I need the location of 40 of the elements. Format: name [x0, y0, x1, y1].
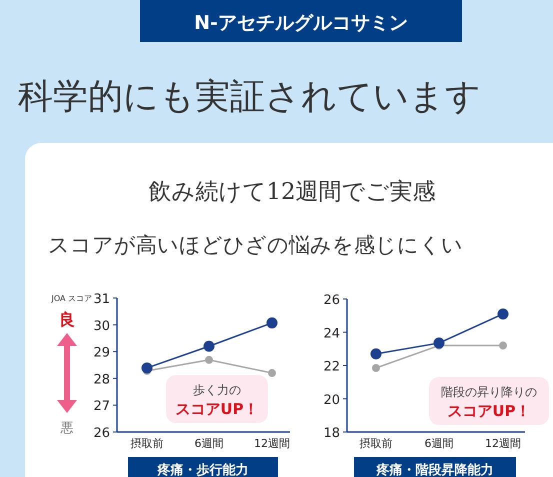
x-tick-label: 6週間 — [194, 437, 224, 450]
text: N-アセチルグルコサミン — [194, 12, 408, 34]
y-tick-label: 18 — [323, 426, 340, 441]
text: スコアが高いほどひざの悩みを感じにくい — [48, 233, 463, 257]
text: 科学的にも実証されています — [18, 77, 481, 117]
point — [204, 340, 214, 352]
y-tick-label: 27 — [93, 399, 110, 414]
annotation: 階段の昇り降りの — [441, 385, 537, 399]
y-tick-label: 29 — [93, 346, 110, 361]
point — [205, 356, 213, 364]
annotation: 歩く力の — [193, 383, 241, 397]
x-tick-label: 摂取前 — [130, 437, 164, 450]
y-tick-label: 28 — [93, 372, 110, 388]
point — [498, 308, 508, 320]
point — [434, 338, 444, 349]
text: 飲み続けて12週間でご実感 — [148, 179, 436, 205]
y-tick-label: 30 — [93, 318, 110, 334]
y-tick-label: 26 — [323, 293, 340, 308]
point — [268, 369, 276, 378]
text: 悪 — [60, 421, 74, 436]
y-tick-label: 20 — [323, 392, 340, 408]
y-axis-title: JOA スコア — [50, 294, 92, 303]
point — [142, 362, 152, 374]
annotation: スコアUP！ — [447, 402, 531, 420]
point — [266, 317, 278, 328]
point — [370, 348, 382, 360]
y-tick-label: 31 — [93, 292, 110, 307]
x-tick-label: 12週間 — [254, 437, 290, 450]
point — [499, 342, 507, 350]
x-tick-label: 6週間 — [424, 437, 454, 450]
y-tick-label: 26 — [93, 426, 110, 441]
y-tick-label: 22 — [323, 360, 340, 374]
annotation: スコアUP！ — [175, 400, 259, 418]
point — [372, 364, 380, 372]
x-axis-title: 疼痛・歩行能力 — [156, 462, 248, 477]
x-tick-label: 12週間 — [485, 437, 521, 450]
x-axis-title: 疼痛・階段昇降能力 — [376, 462, 494, 477]
text: 良 — [59, 310, 75, 329]
y-tick-label: 24 — [323, 326, 340, 342]
x-tick-label: 摂取前 — [360, 437, 392, 450]
